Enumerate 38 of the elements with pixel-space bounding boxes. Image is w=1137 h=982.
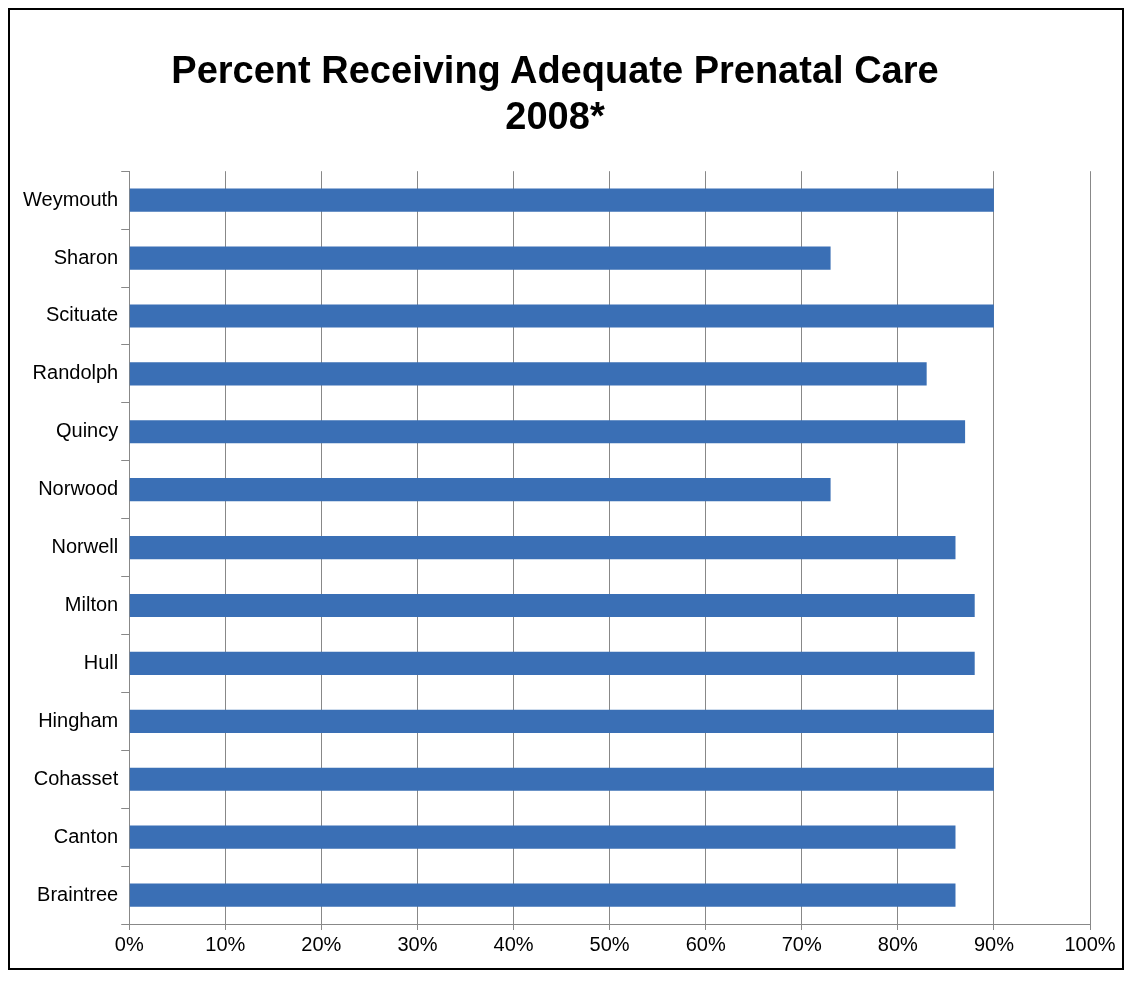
bar [129,304,994,328]
y-tick-label: Milton [64,593,119,616]
x-tick-label: 10% [205,932,246,955]
x-tick-label: 100% [1064,932,1116,955]
bar [129,651,975,675]
y-tick-label: Hull [83,650,119,673]
y-tick-label: Canton [53,824,119,847]
y-tick-label: Cohasset [33,766,119,789]
chart-title: Percent Receiving Adequate Prenatal Care 2008* [171,49,939,137]
x-tick-label: 30% [397,932,438,955]
bar [129,188,994,212]
bar [129,709,994,733]
bar [129,825,956,849]
bar [129,536,956,560]
x-tick-label: 70% [781,932,822,955]
bar [129,478,831,502]
y-tick-label: Hingham [38,708,119,731]
y-tick-label: Norwood [38,477,119,500]
y-tick-label: Braintree [37,882,119,905]
x-tick-label: 90% [973,932,1015,955]
bar [129,246,831,270]
y-tick-label: Scituate [45,303,119,326]
x-tick-label: 40% [493,932,534,955]
x-tick-label: 60% [685,932,726,955]
x-tick-label: 20% [301,932,342,955]
y-tick-label: Norwell [51,535,119,558]
x-tick-label: 80% [877,932,919,955]
y-tick-label: Weymouth [22,187,119,210]
y-tick-label: Quincy [55,419,119,442]
y-tick-label: Randolph [32,361,119,384]
bar [129,593,975,618]
y-tick-label: Sharon [53,245,119,268]
bar [129,767,994,791]
bar [129,362,927,386]
bar [129,883,956,907]
x-tick-label: 50% [589,932,630,955]
x-tick-label: 0% [114,932,144,955]
bar [129,420,966,444]
